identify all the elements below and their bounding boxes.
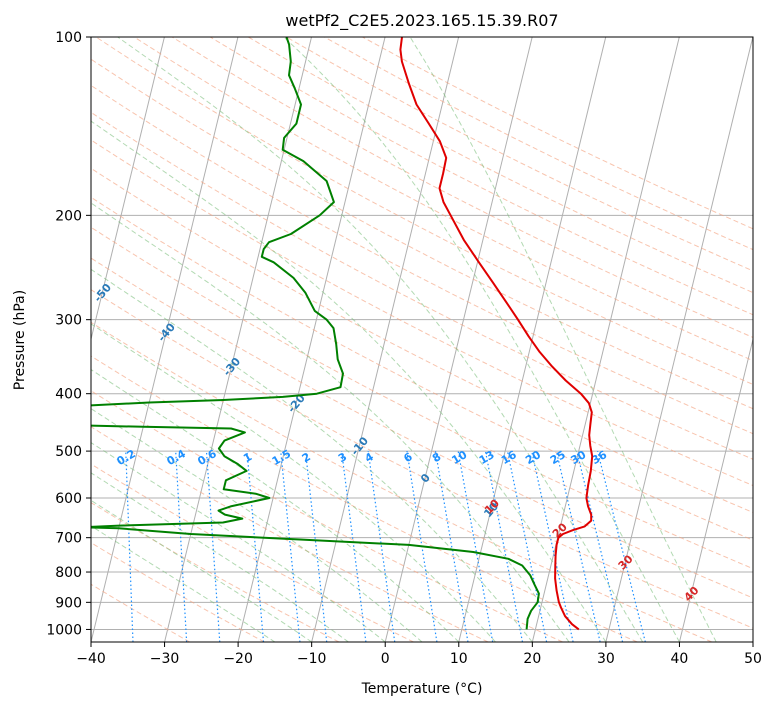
moist-adiabat-line: [409, 37, 717, 642]
dry-adiabat-line: [91, 196, 753, 541]
dry-adiabat-line: [91, 502, 340, 642]
dry-adiabat-line: [91, 583, 190, 642]
dry-adiabat-line: [91, 167, 753, 514]
isotherm-line: [605, 37, 753, 642]
mixing-ratio-line: [506, 450, 548, 642]
isotherm-line: [164, 37, 313, 642]
moist-adiabat-line: [283, 37, 680, 642]
plot-frame: [90, 36, 754, 643]
dry-adiabat-line: [91, 139, 753, 487]
dry-adiabat-line: [91, 390, 563, 642]
x-tick-label: −20: [223, 651, 253, 667]
dry-adiabat-line: [91, 84, 753, 435]
mixing-ratio-line: [367, 451, 396, 642]
mixing-ratio-line: [341, 451, 367, 642]
mixing-ratio-line: [596, 450, 646, 642]
mixing-ratio-line: [304, 451, 328, 642]
x-tick-label: −40: [76, 651, 106, 667]
isobar-gridlines: [91, 37, 753, 630]
y-tick-label: 600: [55, 491, 82, 507]
mixing-ratio-line: [555, 450, 601, 642]
y-tick-label: 200: [55, 208, 82, 224]
y-tick-label: 1000: [46, 622, 82, 638]
y-tick-label: 700: [55, 531, 82, 547]
dry-adiabat-line: [91, 355, 638, 642]
plot-area: 0.10.20.40.611.52346810131620253036-100-…: [91, 37, 753, 642]
dry-adiabat-line: [248, 37, 753, 294]
y-tick-label: 800: [55, 565, 82, 581]
dry-adiabat-line: [209, 37, 753, 316]
dry-adiabat-line: [91, 321, 712, 642]
mixing-ratio-line: [484, 450, 524, 642]
x-tick-label: 0: [381, 651, 390, 667]
chart-title: wetPf2_C2E5.2023.165.15.39.R07: [285, 11, 558, 31]
x-tick-label: −10: [297, 651, 327, 667]
isotherm-line: [458, 37, 607, 642]
dry-adiabat-line: [91, 58, 753, 410]
x-tick-label: −30: [150, 651, 180, 667]
x-tick-label: 50: [744, 651, 762, 667]
isotherm-line: [91, 37, 165, 342]
mixing-ratio-lines: [125, 450, 646, 642]
mixing-ratio-line: [457, 450, 494, 642]
isotherm-line: [384, 37, 533, 642]
mixing-ratio-line: [434, 451, 469, 642]
x-axis: −40 −30 −20 −10 0 10 20 30 40 50: [76, 642, 762, 667]
x-tick-label: 30: [597, 651, 615, 667]
moist-adiabat-line: [91, 408, 423, 642]
dry-adiabat-line: [91, 111, 753, 460]
x-tick-label: 20: [523, 651, 541, 667]
mixing-ratio-line: [531, 450, 574, 642]
y-tick-label: 500: [55, 444, 82, 460]
moist-adiabat-line: [91, 499, 312, 642]
dry-adiabat-line: [91, 257, 753, 599]
moist-adiabat-line: [117, 37, 644, 642]
dry-adiabat-line: [91, 226, 753, 570]
y-tick-label: 400: [55, 387, 82, 403]
moist-adiabat-line: [91, 323, 496, 642]
moist-adiabats: [91, 37, 717, 642]
y-axis: 100 200 300 400 500 600 700 800 900 1000: [46, 30, 91, 638]
moist-adiabat-line: [91, 120, 607, 642]
y-tick-label: 900: [55, 595, 82, 611]
moist-adiabat-line: [91, 268, 533, 642]
x-axis-title: Temperature (°C): [361, 681, 483, 697]
x-tick-label: 10: [450, 651, 468, 667]
y-tick-label: 300: [55, 313, 82, 329]
dewpoint-line: [91, 37, 540, 630]
dry-adiabat-line: [91, 289, 753, 629]
isotherm-line: [237, 37, 386, 642]
x-tick-label: 40: [671, 651, 689, 667]
mixing-ratio-line: [576, 450, 624, 642]
sounding-series: [91, 37, 594, 631]
moist-adiabat-line: [91, 442, 386, 642]
moist-adiabat-line: [91, 472, 349, 642]
y-tick-label: 100: [55, 30, 82, 46]
y-axis-title: Pressure (hPa): [12, 290, 28, 390]
temperature-line: [399, 37, 594, 631]
